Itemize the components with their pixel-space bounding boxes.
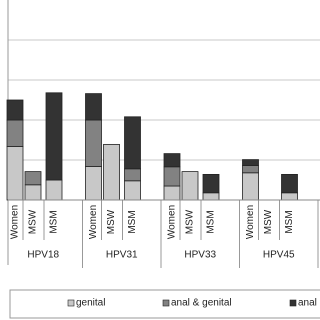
bar-segment bbox=[6, 145, 24, 201]
x-tick-label: MSM bbox=[127, 210, 138, 233]
group-label: HPV45 bbox=[263, 250, 295, 261]
bar-segment bbox=[124, 168, 141, 182]
x-tick-label: MSW bbox=[28, 209, 39, 234]
bar-segment bbox=[202, 173, 220, 194]
bar-segment bbox=[85, 93, 102, 121]
bar-segment bbox=[242, 172, 259, 201]
legend-swatch bbox=[162, 299, 170, 307]
x-tick-label: Women bbox=[88, 205, 99, 239]
bar-segment bbox=[6, 99, 24, 121]
bar-segment bbox=[163, 185, 181, 201]
x-tick-label: Women bbox=[167, 205, 178, 239]
bar-segment bbox=[242, 159, 259, 167]
x-tick-label: Women bbox=[245, 205, 256, 239]
bar-segment bbox=[281, 192, 298, 201]
bar-segment bbox=[242, 165, 259, 174]
bar-segment bbox=[45, 179, 63, 201]
bar-segment bbox=[85, 165, 102, 201]
bar-segment bbox=[103, 143, 120, 201]
group-label: HPV18 bbox=[27, 250, 59, 261]
x-tick-label: MSM bbox=[206, 210, 217, 233]
legend-label: genital bbox=[76, 298, 105, 309]
bar-segment bbox=[181, 171, 199, 201]
x-tick-label: MSM bbox=[49, 210, 60, 233]
bar-segment bbox=[6, 119, 24, 147]
bar-segment bbox=[124, 116, 141, 170]
group-label: HPV33 bbox=[184, 250, 216, 261]
bar-segment bbox=[281, 173, 298, 194]
x-tick-label: MSM bbox=[284, 210, 295, 233]
legend-swatch bbox=[289, 299, 297, 307]
bar-segment bbox=[45, 92, 63, 181]
legend-label: anal & genital bbox=[171, 298, 232, 309]
bar-segment bbox=[202, 192, 220, 201]
bar-segment bbox=[24, 184, 42, 201]
bar-segment bbox=[85, 119, 102, 167]
group-label: HPV31 bbox=[106, 250, 138, 261]
legend-box bbox=[9, 289, 320, 319]
x-tick-label: Women bbox=[10, 205, 21, 239]
bar-segment bbox=[24, 171, 42, 186]
bar-segment bbox=[124, 180, 141, 201]
legend-label: anal bbox=[298, 298, 317, 309]
bar-segment bbox=[163, 153, 181, 168]
legend-swatch bbox=[67, 299, 75, 307]
x-tick-label: MSW bbox=[185, 209, 196, 234]
x-tick-label: MSW bbox=[106, 209, 117, 234]
bar-segment bbox=[163, 166, 181, 187]
x-tick-label: MSW bbox=[263, 209, 274, 234]
